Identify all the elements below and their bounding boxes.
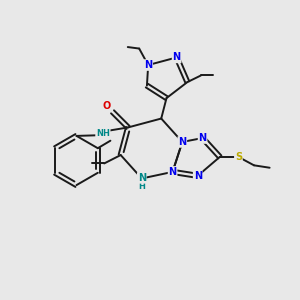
Text: N: N (178, 137, 186, 147)
Text: N: N (138, 173, 146, 183)
Text: N: N (199, 133, 207, 143)
Text: S: S (235, 152, 242, 162)
Text: N: N (169, 167, 177, 177)
Text: N: N (172, 52, 181, 62)
Text: H: H (138, 182, 145, 191)
Text: O: O (103, 101, 111, 111)
Text: N: N (144, 60, 152, 70)
Text: N: N (194, 171, 202, 181)
Text: NH: NH (96, 129, 110, 138)
